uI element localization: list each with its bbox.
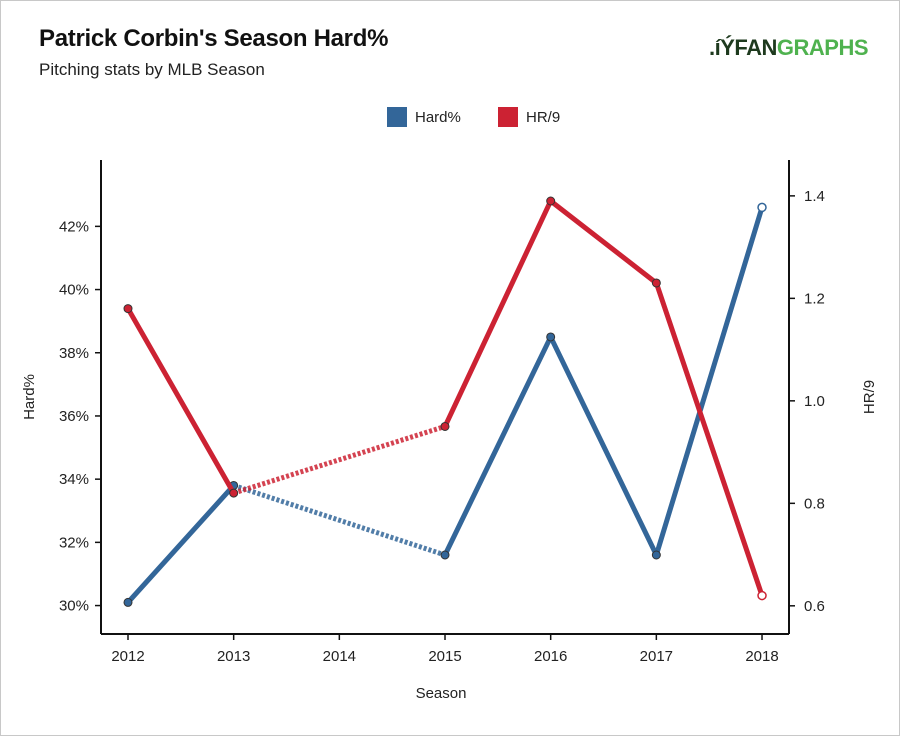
- x-tick-label: 2014: [323, 648, 356, 665]
- series-hard-pct-segment: [548, 334, 659, 558]
- y-axis-left-ticks: 30% 32% 34% 36% 38% 40% 42%: [59, 218, 101, 615]
- series-hr9-segment: [653, 280, 765, 599]
- y-axis-left-title: Hard%: [21, 374, 38, 420]
- chart-title: Patrick Corbin's Season Hard%: [39, 25, 389, 52]
- x-tick-label: 2017: [640, 648, 673, 665]
- series-hr9-segment: [125, 306, 237, 496]
- series-hard-pct-segment: [125, 482, 237, 605]
- x-axis-ticks: 2012 2013 2014 2015 2016 2017 2018: [111, 634, 779, 665]
- series-hard-pct-segment: [232, 483, 446, 558]
- y-left-tick-label: 38%: [59, 345, 89, 362]
- y-right-tick-label: 1.4: [804, 188, 825, 205]
- legend[interactable]: Hard% HR/9: [387, 107, 560, 127]
- legend-swatch-hard-pct: [387, 107, 407, 127]
- y-axis-right-title: HR/9: [861, 380, 878, 414]
- series-hard-pct-point[interactable]: [546, 332, 556, 342]
- series-hr9-point[interactable]: [651, 278, 661, 288]
- x-tick-label: 2012: [111, 648, 144, 665]
- logo-prefix: .íÝFAN: [709, 35, 777, 60]
- series-layer: [123, 196, 767, 607]
- series-hard-pct-point[interactable]: [123, 597, 133, 607]
- y-left-tick-label: 42%: [59, 218, 89, 235]
- legend-label-hr9: HR/9: [526, 109, 560, 126]
- series-hr9-point[interactable]: [546, 196, 556, 206]
- legend-swatch-hr9: [498, 107, 518, 127]
- y-left-tick-label: 40%: [59, 282, 89, 299]
- y-right-tick-label: 1.2: [804, 290, 825, 307]
- x-tick-label: 2016: [534, 648, 567, 665]
- x-tick-label: 2015: [428, 648, 461, 665]
- logo-suffix: GRAPHS: [776, 35, 869, 60]
- y-axis-right-ticks: 0.6 0.8 1.0 1.2 1.4: [789, 188, 825, 615]
- y-right-tick-label: 0.8: [804, 495, 825, 512]
- series-hr9-point[interactable]: [757, 590, 767, 601]
- y-left-tick-label: 32%: [59, 534, 89, 551]
- x-tick-label: 2013: [217, 648, 250, 665]
- series-hard-pct-point[interactable]: [440, 550, 450, 560]
- series-hr9-point[interactable]: [440, 421, 450, 431]
- y-right-tick-label: 0.6: [804, 598, 825, 615]
- fangraphs-logo[interactable]: .íÝFANGRAPHS: [709, 35, 869, 61]
- legend-label-hard-pct: Hard%: [415, 109, 461, 126]
- series-hr9-segment: [548, 198, 659, 286]
- series-hr9-point[interactable]: [229, 488, 239, 498]
- chart-subtitle: Pitching stats by MLB Season: [39, 60, 265, 79]
- y-left-tick-label: 34%: [59, 471, 89, 488]
- y-left-tick-label: 36%: [59, 408, 89, 425]
- y-right-tick-label: 1.0: [804, 393, 825, 410]
- series-hard-pct-point[interactable]: [757, 202, 767, 213]
- series-hard-pct-point[interactable]: [651, 550, 661, 560]
- series-hr9-point[interactable]: [123, 304, 133, 314]
- x-axis-title: Season: [416, 685, 467, 702]
- series-hard-pct-segment: [442, 334, 554, 558]
- x-tick-label: 2018: [745, 648, 778, 665]
- series-hr9-segment: [232, 424, 446, 496]
- y-left-tick-label: 30%: [59, 598, 89, 615]
- series-hard-pct-segment: [653, 204, 765, 558]
- series-hr9-segment: [442, 198, 554, 429]
